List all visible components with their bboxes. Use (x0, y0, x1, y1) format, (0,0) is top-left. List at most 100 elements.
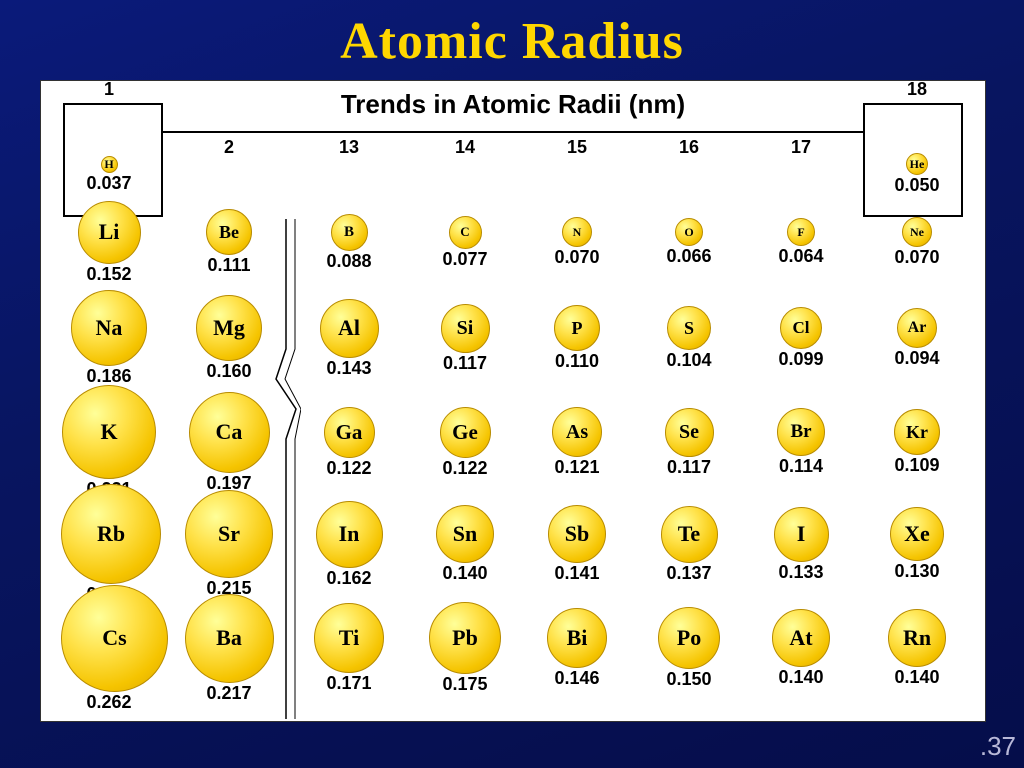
atom-radius-value: 0.160 (181, 361, 277, 382)
chart-panel: Trends in Atomic Radii (nm) 121314151617… (40, 80, 986, 722)
atom-symbol: Mg (213, 315, 245, 341)
atom-symbol: P (572, 318, 583, 339)
atom-radius-value: 0.117 (641, 457, 737, 478)
atom-symbol: Sb (565, 521, 589, 547)
atom-radius-value: 0.217 (181, 683, 277, 704)
atom-Po: Po0.150 (641, 607, 737, 690)
atom-radius-value: 0.109 (869, 455, 965, 476)
atom-S: S 0.104 (641, 306, 737, 371)
atom-radius-value: 0.171 (301, 673, 397, 694)
atom-symbol: Be (219, 222, 239, 243)
atom-Te: Te 0.137 (641, 506, 737, 584)
slide-number: .37 (980, 731, 1016, 762)
atom-Ti: Ti 0.171 (301, 603, 397, 694)
atom-symbol: N (573, 225, 582, 240)
slide-title: Atomic Radius (0, 0, 1024, 71)
atom-symbol: Se (679, 421, 699, 444)
atom-K: K0.231 (61, 385, 157, 500)
atom-In: In0.162 (301, 501, 397, 589)
atom-radius-value: 0.122 (301, 458, 397, 479)
atom-Ne: Ne 0.070 (869, 217, 965, 268)
atom-radius-value: 0.070 (529, 247, 625, 268)
atom-N: N 0.070 (529, 217, 625, 268)
atom-radius-value: 0.117 (417, 353, 513, 374)
atom-symbol: Bi (567, 625, 588, 651)
atom-radius-value: 0.130 (869, 561, 965, 582)
atom-radius-value: 0.111 (181, 255, 277, 276)
atom-Kr: Kr 0.109 (869, 409, 965, 476)
atom-symbol: Rb (97, 521, 125, 547)
atom-radius-value: 0.064 (753, 246, 849, 267)
atom-radius-value: 0.140 (417, 563, 513, 584)
atom-symbol: S (684, 318, 694, 339)
group-label-16: 16 (649, 137, 729, 158)
chart-title-underline (161, 103, 865, 133)
atom-radius-value: 0.186 (61, 366, 157, 387)
atom-radius-value: 0.141 (529, 563, 625, 584)
atom-radius-value: 0.050 (869, 175, 965, 196)
atom-symbol: I (797, 521, 806, 547)
atom-symbol: H (104, 157, 113, 172)
atom-O: O 0.066 (641, 218, 737, 267)
atom-symbol: Ne (910, 225, 924, 240)
atom-symbol: Cl (793, 318, 810, 338)
atom-Sn: Sn 0.140 (417, 505, 513, 584)
atom-symbol: Kr (906, 422, 928, 443)
atom-symbol: Ti (339, 625, 359, 651)
atom-symbol: He (910, 157, 925, 172)
atom-symbol: Br (790, 421, 811, 443)
atom-symbol: Ga (336, 420, 363, 445)
group-label-14: 14 (425, 137, 505, 158)
atom-radius-value: 0.175 (417, 674, 513, 695)
atom-symbol: Si (457, 317, 474, 340)
atom-symbol: Rn (903, 625, 931, 651)
atom-radius-value: 0.137 (641, 563, 737, 584)
atom-symbol: B (344, 224, 354, 241)
atom-H: H0.037 (61, 156, 157, 194)
atom-I: I0.133 (753, 507, 849, 583)
atom-F: F0.064 (753, 218, 849, 267)
atom-radius-value: 0.066 (641, 246, 737, 267)
atom-radius-value: 0.121 (529, 457, 625, 478)
atom-P: P0.110 (529, 305, 625, 372)
atom-radius-value: 0.099 (753, 349, 849, 370)
atom-At: At0.140 (753, 609, 849, 688)
group-label-1: 1 (69, 79, 149, 100)
atom-radius-value: 0.114 (753, 456, 849, 477)
atom-radius-value: 0.077 (417, 249, 513, 270)
atom-Si: Si 0.117 (417, 304, 513, 374)
atom-radius-value: 0.088 (301, 251, 397, 272)
group-label-15: 15 (537, 137, 617, 158)
atom-Bi: Bi0.146 (529, 608, 625, 689)
atom-radius-value: 0.070 (869, 247, 965, 268)
group-label-17: 17 (761, 137, 841, 158)
atom-Ba: Ba 0.217 (181, 594, 277, 704)
atom-Li: Li 0.152 (61, 201, 157, 285)
atom-symbol: Xe (904, 521, 930, 547)
atom-Pb: Pb 0.175 (417, 602, 513, 695)
atom-radius-value: 0.104 (641, 350, 737, 371)
atom-symbol: Li (99, 219, 120, 245)
atom-symbol: Te (678, 521, 700, 547)
atom-Sb: Sb 0.141 (529, 505, 625, 584)
atom-Cs: Cs0.262 (61, 585, 157, 713)
atom-symbol: Ba (216, 625, 242, 651)
atom-He: He 0.050 (869, 153, 965, 196)
atom-Xe: Xe 0.130 (869, 507, 965, 582)
atom-symbol: At (789, 625, 812, 651)
atom-symbol: Na (96, 315, 123, 341)
atom-symbol: C (460, 224, 469, 240)
atom-symbol: Ca (216, 419, 243, 445)
atom-Rn: Rn0.140 (869, 609, 965, 688)
atom-symbol: Pb (452, 625, 478, 651)
atom-symbol: Sn (453, 521, 477, 547)
atom-symbol: Al (338, 315, 360, 341)
atom-Ar: Ar0.094 (869, 308, 965, 369)
atom-radius-value: 0.122 (417, 458, 513, 479)
group-label-2: 2 (189, 137, 269, 158)
atom-symbol: O (684, 225, 693, 240)
atom-symbol: Ge (452, 420, 478, 445)
atom-C: C 0.077 (417, 216, 513, 270)
atom-radius-value: 0.152 (61, 264, 157, 285)
atom-Ga: Ga 0.122 (301, 407, 397, 479)
